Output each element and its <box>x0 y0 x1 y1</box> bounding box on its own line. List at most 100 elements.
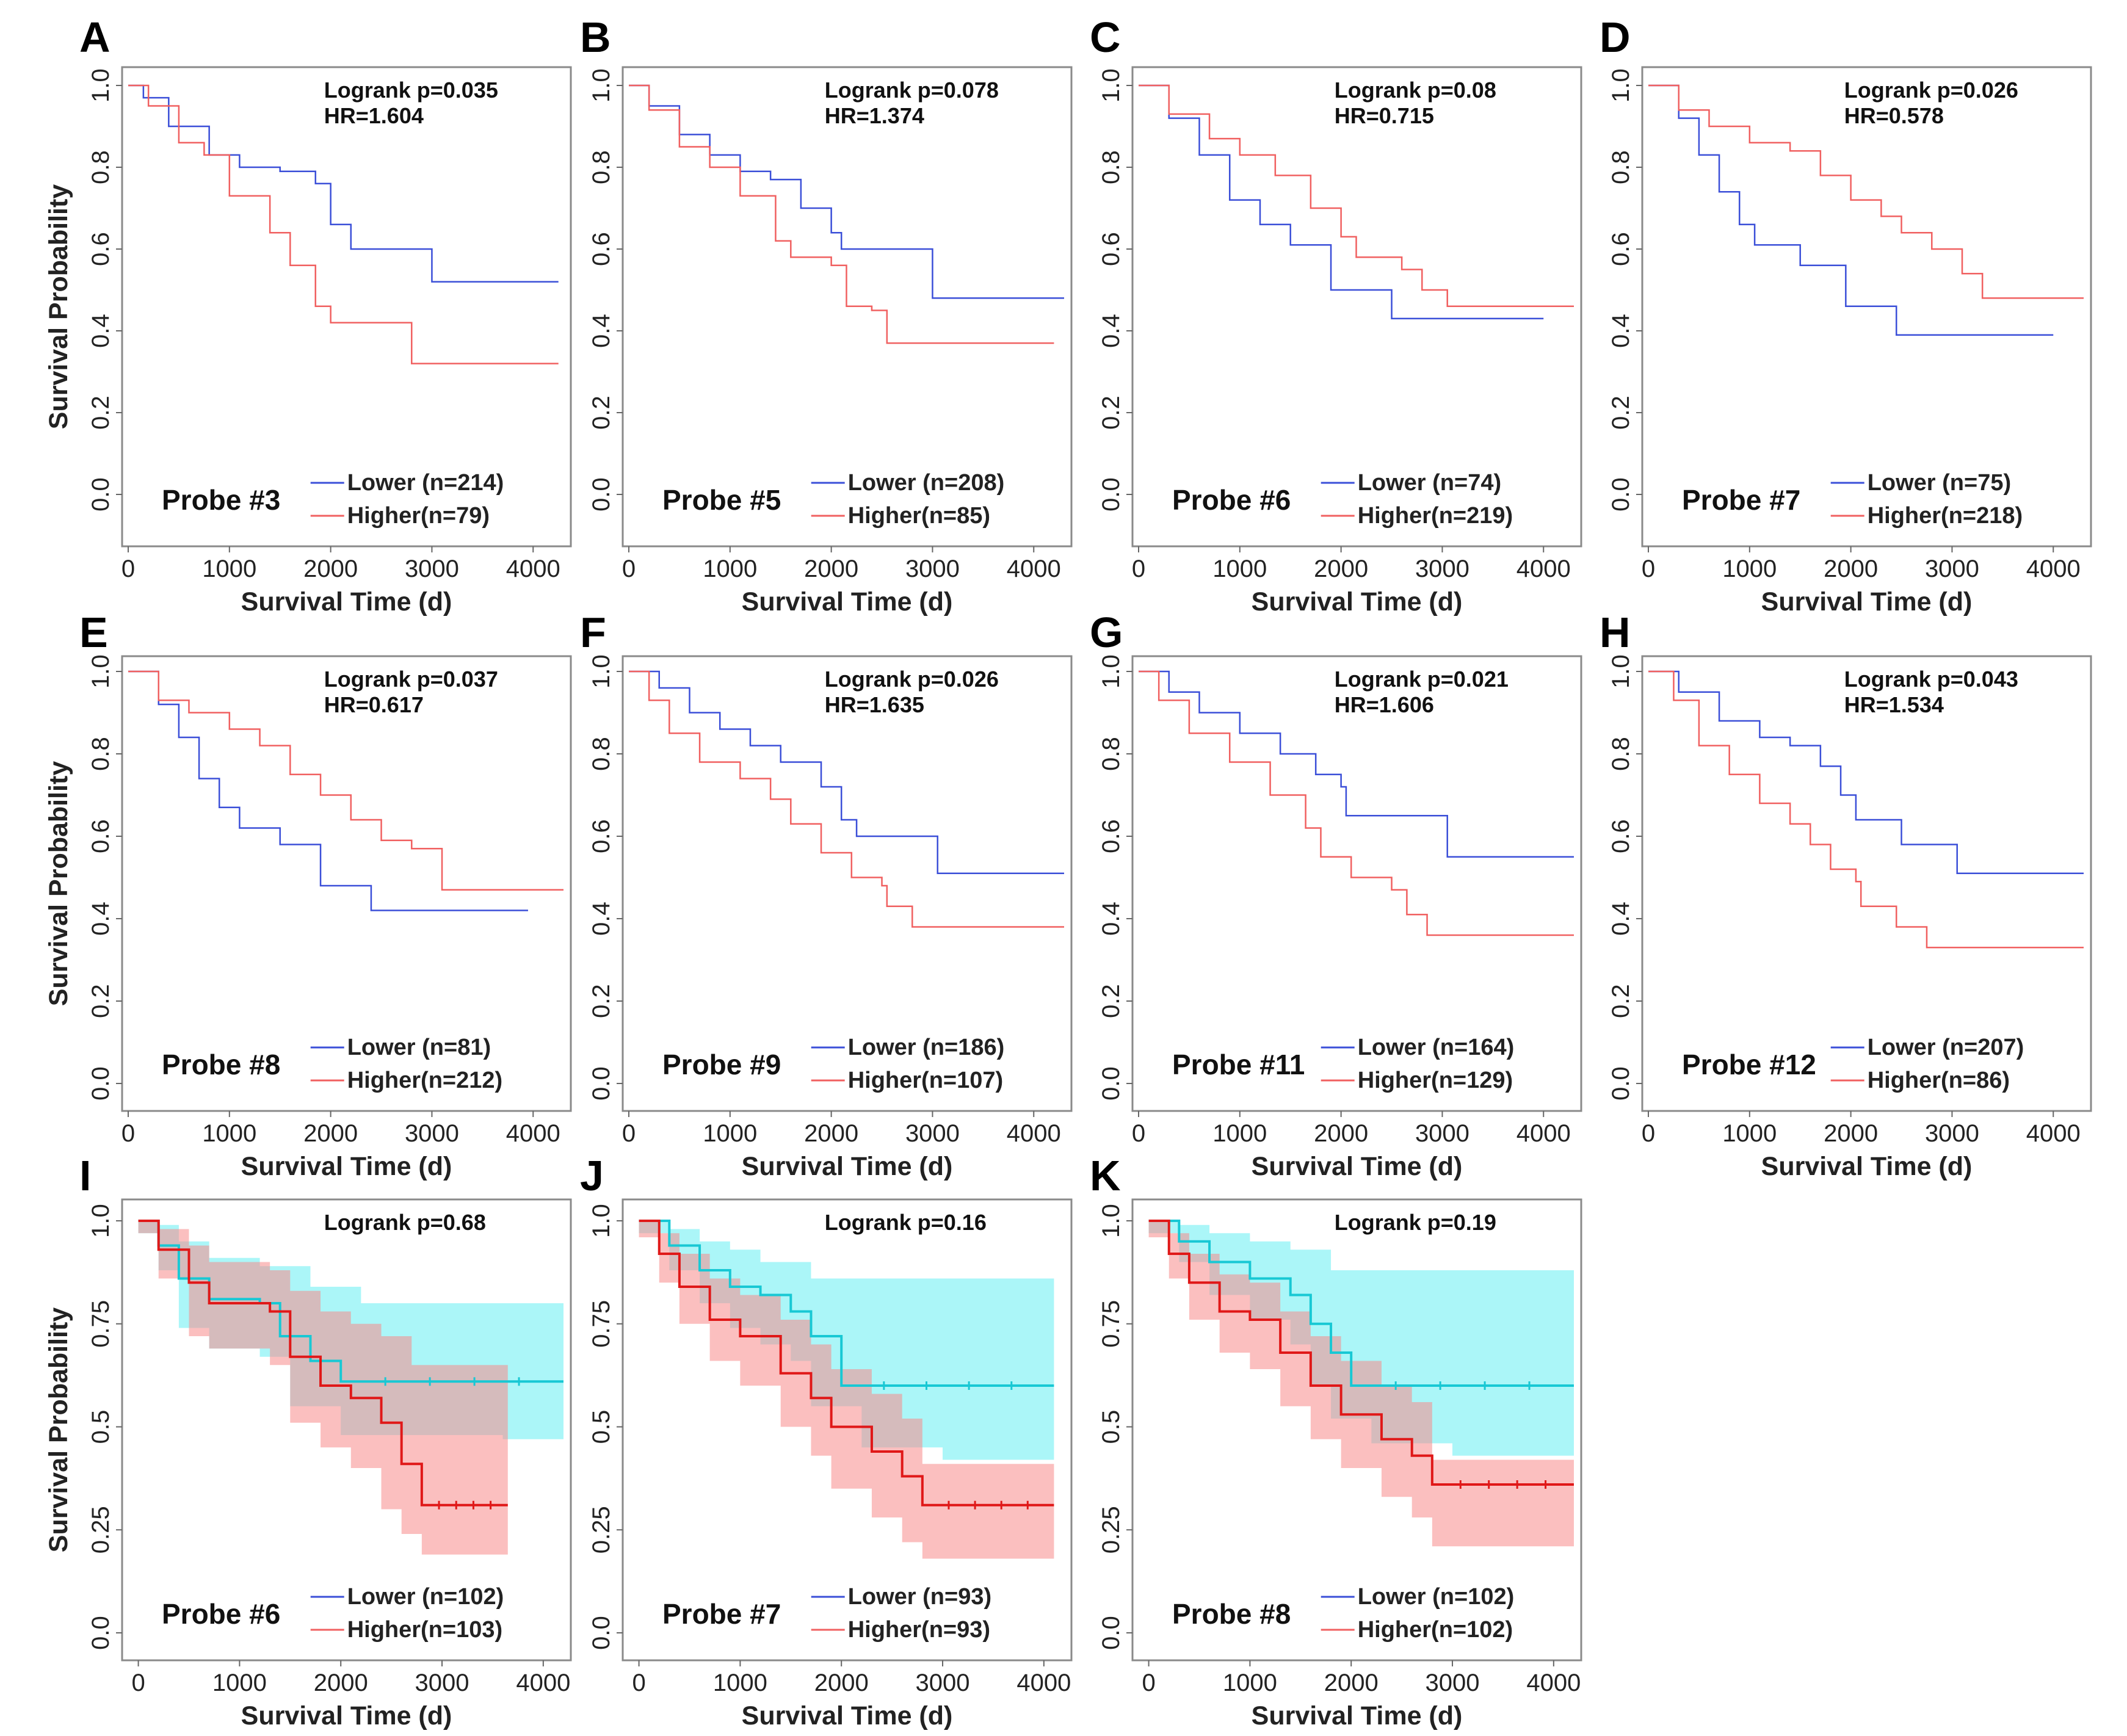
y-tick-label: 0.6 <box>87 232 114 266</box>
x-axis-title: Survival Time (d) <box>1252 1152 1463 1181</box>
x-tick-label: 1000 <box>1212 555 1267 582</box>
y-axis-title: Survival Probability <box>44 761 73 1007</box>
x-tick-label: 2000 <box>303 555 358 582</box>
legend-label-higher: Higher(n=103) <box>347 1617 502 1643</box>
y-tick-label: 0.8 <box>588 737 615 771</box>
legend-label-higher: Higher(n=212) <box>347 1068 502 1093</box>
x-axis-title: Survival Time (d) <box>1252 587 1463 617</box>
logrank-p-text: Logrank p=0.08 <box>1335 78 1496 103</box>
x-tick-label: 2000 <box>1324 1669 1379 1696</box>
y-axis-title: Survival Probability <box>44 1307 73 1553</box>
panel-letter: J <box>580 1152 604 1199</box>
survival-curve-lower <box>629 670 1064 874</box>
x-tick-label: 2000 <box>1314 1120 1368 1147</box>
y-tick-label: 1.0 <box>1607 654 1634 689</box>
x-tick-label: 0 <box>1132 555 1145 582</box>
legend-label-higher: Higher(n=102) <box>1358 1617 1513 1643</box>
panel-letter: F <box>580 609 606 656</box>
hazard-ratio-text: HR=1.374 <box>825 103 924 128</box>
x-axis-title: Survival Time (d) <box>742 1701 953 1731</box>
y-tick-label: 0.25 <box>1098 1506 1125 1553</box>
x-tick-label: 3000 <box>1925 555 1979 582</box>
x-tick-label: 2000 <box>1314 555 1368 582</box>
hazard-ratio-text: HR=0.715 <box>1335 103 1434 128</box>
x-tick-label: 2000 <box>804 1120 858 1147</box>
y-tick-label: 0.4 <box>1607 314 1634 348</box>
panel-letter: B <box>580 13 611 61</box>
y-tick-label: 0.0 <box>87 477 114 512</box>
probe-label: Probe #3 <box>162 484 280 516</box>
legend-label-lower: Lower (n=208) <box>848 470 1005 496</box>
y-tick-label: 0.6 <box>1607 232 1634 266</box>
legend-label-higher: Higher(n=85) <box>848 503 990 529</box>
y-tick-label: 0.4 <box>588 902 615 936</box>
x-tick-label: 1000 <box>1722 1120 1777 1147</box>
x-tick-label: 0 <box>622 555 636 582</box>
y-tick-label: 0.75 <box>588 1300 615 1348</box>
logrank-p-text: Logrank p=0.037 <box>324 667 498 692</box>
y-tick-label: 0.0 <box>1098 1616 1125 1650</box>
y-tick-label: 1.0 <box>87 654 114 689</box>
y-tick-label: 1.0 <box>1607 68 1634 103</box>
panel-e: E 0.0 0.2 0.4 0.6 0.8 1.0 0 1000 2000 3000 4000 Surv… <box>44 609 572 1181</box>
y-tick-label: 0.8 <box>87 150 114 184</box>
survival-curve-lower <box>1139 670 1574 858</box>
panel-f: F 0.0 0.2 0.4 0.6 0.8 1.0 0 1000 2000 3000 4000 Surv… <box>580 609 1073 1181</box>
survival-curve-lower <box>1148 1220 1574 1387</box>
y-tick-label: 1.0 <box>588 1204 615 1238</box>
x-tick-label: 0 <box>121 1120 135 1147</box>
x-tick-label: 1000 <box>703 555 757 582</box>
survival-curve-higher <box>1648 84 2084 299</box>
panel-b: B 0.0 0.2 0.4 0.6 0.8 1.0 0 1000 2000 3000 4000 Surv… <box>580 13 1073 617</box>
logrank-p-text: Logrank p=0.026 <box>1844 78 2018 103</box>
legend-label-lower: Lower (n=102) <box>1358 1584 1515 1610</box>
legend-label-lower: Lower (n=102) <box>347 1584 504 1610</box>
y-tick-label: 1.0 <box>87 1204 114 1238</box>
x-axis-title: Survival Time (d) <box>241 1701 452 1731</box>
legend-label-lower: Lower (n=186) <box>848 1035 1005 1060</box>
x-tick-label: 0 <box>131 1669 145 1696</box>
probe-label: Probe #11 <box>1172 1049 1305 1080</box>
survival-curve-lower <box>1139 84 1544 320</box>
x-tick-label: 4000 <box>516 1669 570 1696</box>
survival-curve-lower <box>138 1220 563 1383</box>
x-tick-label: 1000 <box>713 1669 767 1696</box>
x-tick-label: 3000 <box>905 1120 960 1147</box>
y-tick-label: 0.25 <box>588 1506 615 1553</box>
probe-label: Probe #6 <box>1172 484 1291 516</box>
y-tick-label: 0.0 <box>588 1616 615 1650</box>
survival-curve-higher <box>138 1220 508 1506</box>
x-tick-label: 2000 <box>314 1669 368 1696</box>
legend-label-lower: Lower (n=75) <box>1868 470 2011 496</box>
panel-letter: D <box>1600 13 1631 61</box>
legend-label-lower: Lower (n=93) <box>848 1584 991 1610</box>
logrank-p-text: Logrank p=0.078 <box>825 78 999 103</box>
logrank-p-text: Logrank p=0.19 <box>1335 1210 1496 1235</box>
y-tick-label: 0.2 <box>1607 396 1634 430</box>
survival-curve-higher <box>639 1220 1054 1506</box>
panel-letter: G <box>1090 609 1123 656</box>
logrank-p-text: Logrank p=0.035 <box>324 78 498 103</box>
y-tick-label: 0.4 <box>87 314 114 348</box>
panel-k: K 0.0 0.25 0.5 0.75 1.0 0 1000 2000 3000 4000 Survi… <box>1090 1152 1582 1731</box>
x-axis-title: Survival Time (d) <box>241 1152 452 1181</box>
x-axis-title: Survival Time (d) <box>1252 1701 1463 1731</box>
probe-label: Probe #8 <box>162 1049 280 1080</box>
x-tick-label: 3000 <box>916 1669 970 1696</box>
y-tick-label: 1.0 <box>588 654 615 689</box>
y-tick-label: 0.5 <box>588 1410 615 1444</box>
survival-curve-higher <box>629 670 1064 928</box>
hazard-ratio-text: HR=0.578 <box>1844 103 1944 128</box>
x-axis-title: Survival Time (d) <box>742 587 953 617</box>
y-tick-label: 0.8 <box>588 150 615 184</box>
panel-j: J 0.0 0.25 0.5 0.75 1.0 0 1000 2000 3000 4000 Survi… <box>580 1152 1073 1731</box>
probe-label: Probe #6 <box>162 1598 280 1630</box>
y-tick-label: 0.0 <box>87 1616 114 1650</box>
survival-curve-higher <box>1148 1220 1574 1486</box>
survival-curve-lower <box>1648 670 2084 874</box>
logrank-p-text: Logrank p=0.16 <box>825 1210 987 1235</box>
x-tick-label: 1000 <box>212 1669 267 1696</box>
x-tick-label: 3000 <box>1925 1120 1979 1147</box>
x-tick-label: 1000 <box>202 555 256 582</box>
